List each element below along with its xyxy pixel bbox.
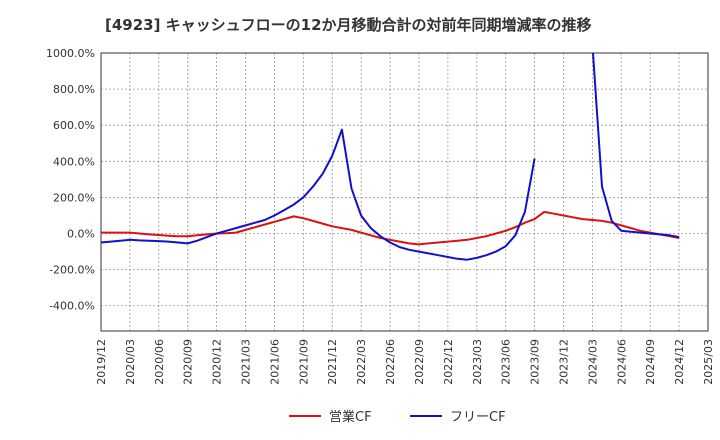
x-tick-label: 2020/12 [211,339,224,385]
x-tick-label: 2023/12 [557,339,570,385]
y-tick-label: 1000.0% [46,47,95,60]
y-tick-label: 200.0% [53,191,95,204]
x-tick-label: 2022/12 [442,339,455,385]
x-tick-label: 2023/06 [500,339,513,385]
x-tick-label: 2025/03 [702,339,715,385]
x-tick-label: 2022/03 [355,339,368,385]
plot-frame [100,52,709,332]
x-tick-label: 2022/09 [413,339,426,385]
series-line-2 [592,53,680,239]
x-tick-label: 2021/12 [326,339,339,385]
x-tick-label: 2024/09 [644,339,657,385]
x-tick-label: 2024/12 [673,339,686,385]
y-tick-label: 0.0% [67,228,95,241]
x-tick-label: 2021/03 [240,339,253,385]
x-tick-label: 2023/03 [471,339,484,385]
x-tick-label: 2021/09 [297,339,310,385]
x-tick-label: 2022/06 [384,339,397,385]
y-tick-label: 600.0% [53,119,95,132]
x-tick-label: 2024/03 [586,339,599,385]
chart-title: [4923] キャッシュフローの12か月移動合計の対前年同期増減率の推移 [105,16,592,34]
x-tick-label: 2020/03 [124,339,137,385]
y-tick-label: -200.0% [49,264,95,277]
y-tick-label: -400.0% [49,300,95,313]
x-tick-label: 2019/12 [95,339,108,385]
y-tick-labels: 1000.0% 800.0% 600.0% 400.0% 200.0% 0.0% -200.… [46,47,95,313]
series-group [101,53,680,261]
x-tick-label: 2024/06 [615,339,628,385]
legend-label: 営業CF [329,409,372,425]
x-tick-label: 2023/09 [529,339,542,385]
y-tick-label: 800.0% [53,83,95,96]
x-tick-label: 2021/06 [268,339,281,385]
series-line-1 [101,210,680,246]
legend: 営業CF フリーCF [289,409,506,425]
x-tick-label: 2020/09 [182,339,195,385]
y-tick-label: 400.0% [53,155,95,168]
series-line-2 [101,128,536,261]
x-tick-label: 2020/06 [153,339,166,385]
plot-area [101,53,708,331]
x-tick-labels: 2019/12 2020/03 2020/06 2020/09 2020/12 2021/… [95,339,715,385]
legend-label: フリーCF [450,410,506,425]
